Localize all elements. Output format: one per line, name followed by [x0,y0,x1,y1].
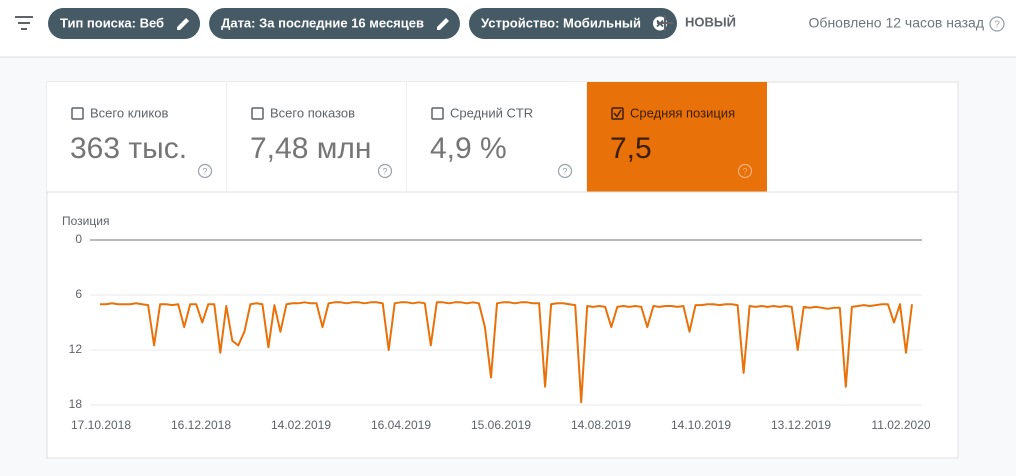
filter-chip[interactable]: Устройство: Мобильный [468,8,678,39]
y-tick-label: 6 [75,287,82,301]
new-label[interactable]: НОВЫЙ [685,14,736,29]
x-tick-label: 13.12.2019 [771,418,831,432]
chip-bg[interactable] [209,8,460,39]
metric-value: 7,48 млн [250,132,371,165]
x-tick-label: 14.08.2019 [571,418,631,432]
metric-tile[interactable]: Средний CTR 4,9 %? [407,82,588,192]
y-axis-title: Позиция [62,214,109,228]
chip-bg[interactable] [48,8,201,39]
metric-value: 363 тыс. [70,132,187,165]
x-tick-label: 15.06.2019 [471,418,531,432]
metric-label: Средняя позиция [630,105,735,120]
metric-help[interactable] [377,163,393,179]
chip-label[interactable]: Устройство: Мобильный [481,15,641,30]
x-tick-label: 17.10.2018 [71,418,131,432]
metric-value: 4,9 % [430,132,507,165]
metric-label: Всего показов [270,105,355,120]
y-tick-label: 12 [69,342,83,356]
metric-value: 7,5 [610,132,652,165]
x-tick-label: 11.02.2020 [871,418,930,432]
metric-checkbox[interactable] [251,107,264,120]
metric-checkbox[interactable] [71,107,84,120]
metric-help-q: ? [202,166,207,176]
chip-edit[interactable] [436,18,449,30]
x-tick-label: 16.12.2018 [171,418,231,432]
x-tick-label: 14.02.2019 [271,418,331,432]
metric-bg[interactable] [407,82,587,192]
metric-bg[interactable] [227,82,407,192]
metric-help-q: ? [382,166,387,176]
x-tick-label: 16.04.2019 [371,418,431,432]
chip-edit[interactable] [177,18,190,30]
metric-help-q: ? [742,166,747,176]
metric-checkbox[interactable] [611,107,624,120]
metric-tile[interactable]: Всего показов 7,48 млн? [227,82,408,192]
chip-bg[interactable] [468,8,678,39]
metric-label: Средний CTR [450,105,533,120]
metric-help[interactable] [557,163,573,179]
filter-chip[interactable]: Тип поиска: Веб [48,8,201,39]
metric-help-q: ? [562,166,567,176]
y-tick-label: 18 [69,397,83,411]
metric-bg[interactable] [587,82,767,192]
y-tick-label: 0 [75,232,82,246]
metric-label: Всего кликов [90,105,168,120]
help-icon[interactable]: ? [989,16,1005,32]
metric-help[interactable] [197,163,213,179]
svg-text:?: ? [994,20,1000,31]
metric-tile[interactable]: Всего кликов 363 тыс.? [47,82,228,192]
chip-label[interactable]: Тип поиска: Веб [60,15,164,30]
x-tick-label: 14.10.2019 [671,418,731,432]
metric-help[interactable] [737,163,753,179]
checkbox-tick [613,109,622,118]
filter-chip[interactable]: Дата: За последние 16 месяцев [209,8,460,39]
metric-bg[interactable] [47,82,227,192]
new-button[interactable]: НОВЫЙ [657,14,736,31]
updated-text: Обновлено 12 часов назад [809,15,984,31]
metric-tile[interactable]: Средняя позиция 7,5? [587,82,767,192]
line-series [100,301,913,404]
metric-checkbox[interactable] [431,107,444,120]
filter-icon[interactable] [15,16,33,30]
chip-label[interactable]: Дата: За последние 16 месяцев [221,15,424,30]
